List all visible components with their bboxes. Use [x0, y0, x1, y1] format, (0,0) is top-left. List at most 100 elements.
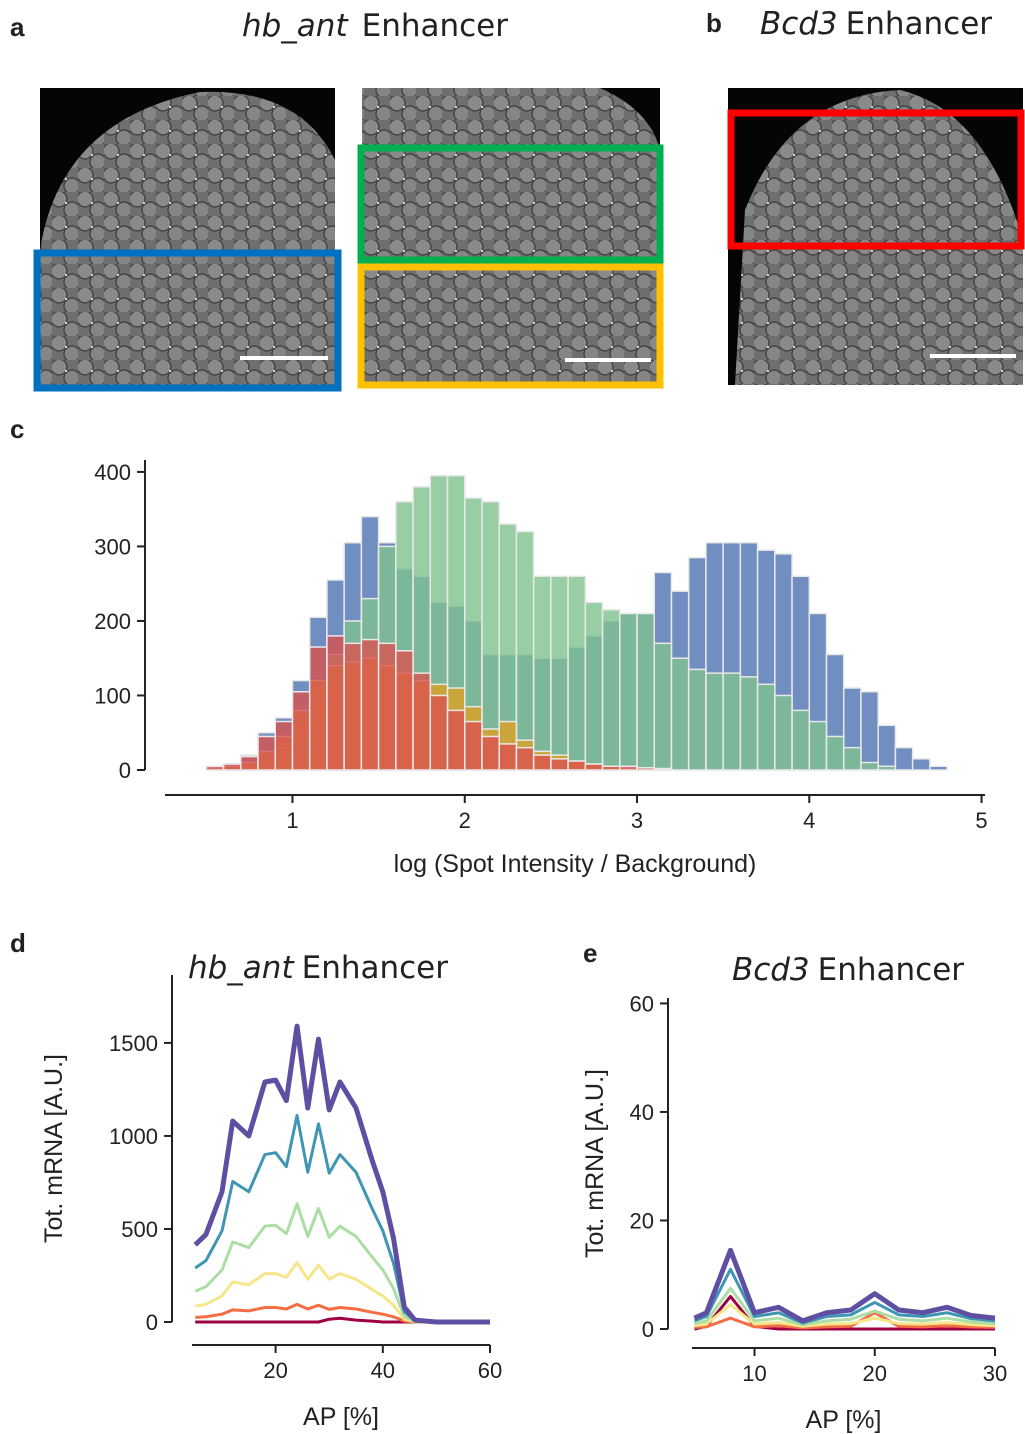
panel-label: c — [10, 414, 24, 444]
y-axis-label: Tot. mRNA [A.U.] — [40, 1054, 68, 1243]
bar — [412, 672, 432, 771]
x-tick-label: 20 — [263, 1358, 287, 1383]
x-tick-label: 20 — [863, 1361, 887, 1386]
y-tick-label: 1500 — [109, 1031, 158, 1056]
x-tick-label: 3 — [631, 808, 643, 833]
bar — [240, 755, 259, 771]
bar — [567, 575, 587, 771]
x-tick-label: 2 — [459, 808, 471, 833]
bar — [877, 724, 897, 771]
bar — [291, 691, 311, 771]
image — [33, 88, 342, 392]
bar — [825, 735, 845, 771]
bar — [653, 642, 673, 771]
bar — [481, 735, 500, 771]
y-tick-label: 0 — [119, 758, 131, 783]
bar — [636, 612, 655, 771]
panel-title: Bcd3 Enhancer — [760, 6, 992, 42]
bar — [550, 575, 569, 771]
y-tick-label: 300 — [94, 534, 131, 559]
y-tick-label: 500 — [121, 1217, 158, 1242]
line — [193, 1023, 490, 1325]
bar — [601, 609, 621, 771]
panel-label: a — [10, 12, 25, 42]
bar — [619, 765, 638, 771]
bar — [584, 601, 604, 771]
bar — [860, 761, 879, 771]
panel-label: e — [583, 938, 597, 968]
bar — [842, 746, 862, 771]
bar — [636, 767, 655, 771]
x-tick-label: 1 — [286, 808, 298, 833]
x-tick-label: 30 — [983, 1361, 1007, 1386]
bar — [205, 765, 225, 771]
panel-title: hb_ant Enhancer — [242, 8, 508, 44]
bar — [257, 735, 277, 771]
x-axis-label: AP [%] — [806, 1406, 882, 1434]
bar — [274, 720, 294, 771]
x-tick-label: 5 — [975, 808, 987, 833]
bar — [894, 746, 914, 771]
line — [194, 1113, 490, 1324]
line — [194, 1260, 490, 1324]
bar — [377, 642, 397, 771]
y-tick-label: 60 — [630, 991, 654, 1016]
bar — [326, 635, 345, 771]
chart-title: Bcd3 Enhancer — [732, 952, 964, 988]
bar — [653, 767, 673, 771]
bar — [532, 575, 552, 771]
x-tick-label: 60 — [478, 1358, 502, 1383]
bar — [308, 646, 328, 771]
x-axis-label: log (Spot Intensity / Background) — [394, 850, 757, 878]
bar — [929, 765, 948, 771]
x-axis-label: AP [%] — [303, 1403, 379, 1431]
bar — [222, 763, 242, 771]
y-tick-label: 0 — [642, 1317, 654, 1342]
bar — [360, 638, 380, 771]
bar — [808, 720, 828, 771]
image — [727, 88, 1025, 385]
bar — [532, 754, 552, 771]
line — [194, 1202, 490, 1324]
y-tick-label: 100 — [94, 683, 131, 708]
line — [694, 1286, 996, 1327]
panel-label: b — [706, 8, 722, 38]
y-tick-label: 1000 — [109, 1124, 158, 1149]
bar — [395, 650, 414, 771]
line — [693, 1247, 996, 1324]
line — [694, 1294, 995, 1331]
line — [694, 1311, 996, 1330]
bar — [877, 765, 897, 771]
bar — [687, 668, 707, 771]
title-text: Enhancer — [818, 952, 965, 988]
bar — [584, 763, 604, 771]
bar — [446, 709, 466, 771]
x-tick-label: 4 — [803, 808, 815, 833]
bar — [911, 758, 931, 771]
image — [357, 88, 664, 389]
y-axis-label: Tot. mRNA [A.U.] — [581, 1069, 609, 1258]
x-tick-label: 40 — [371, 1358, 395, 1383]
y-tick-label: 40 — [630, 1100, 654, 1125]
bar — [567, 760, 587, 771]
title-text: Enhancer — [302, 950, 449, 986]
bar — [860, 691, 879, 771]
y-tick-label: 20 — [630, 1208, 654, 1233]
bar — [343, 642, 363, 771]
title-gene: Bcd3 — [732, 952, 810, 988]
bar — [705, 672, 724, 771]
bar — [619, 612, 638, 771]
bar — [756, 683, 776, 771]
bar — [463, 720, 483, 771]
chart-title: hb_ant Enhancer — [188, 950, 448, 986]
line — [693, 1267, 996, 1325]
bar — [515, 746, 535, 771]
bar — [670, 657, 690, 771]
line — [694, 1303, 996, 1328]
bar — [601, 765, 621, 771]
x-tick-label: 10 — [742, 1361, 766, 1386]
panel-label: d — [10, 928, 26, 958]
y-tick-label: 400 — [94, 460, 131, 485]
y-tick-label: 0 — [146, 1310, 158, 1335]
